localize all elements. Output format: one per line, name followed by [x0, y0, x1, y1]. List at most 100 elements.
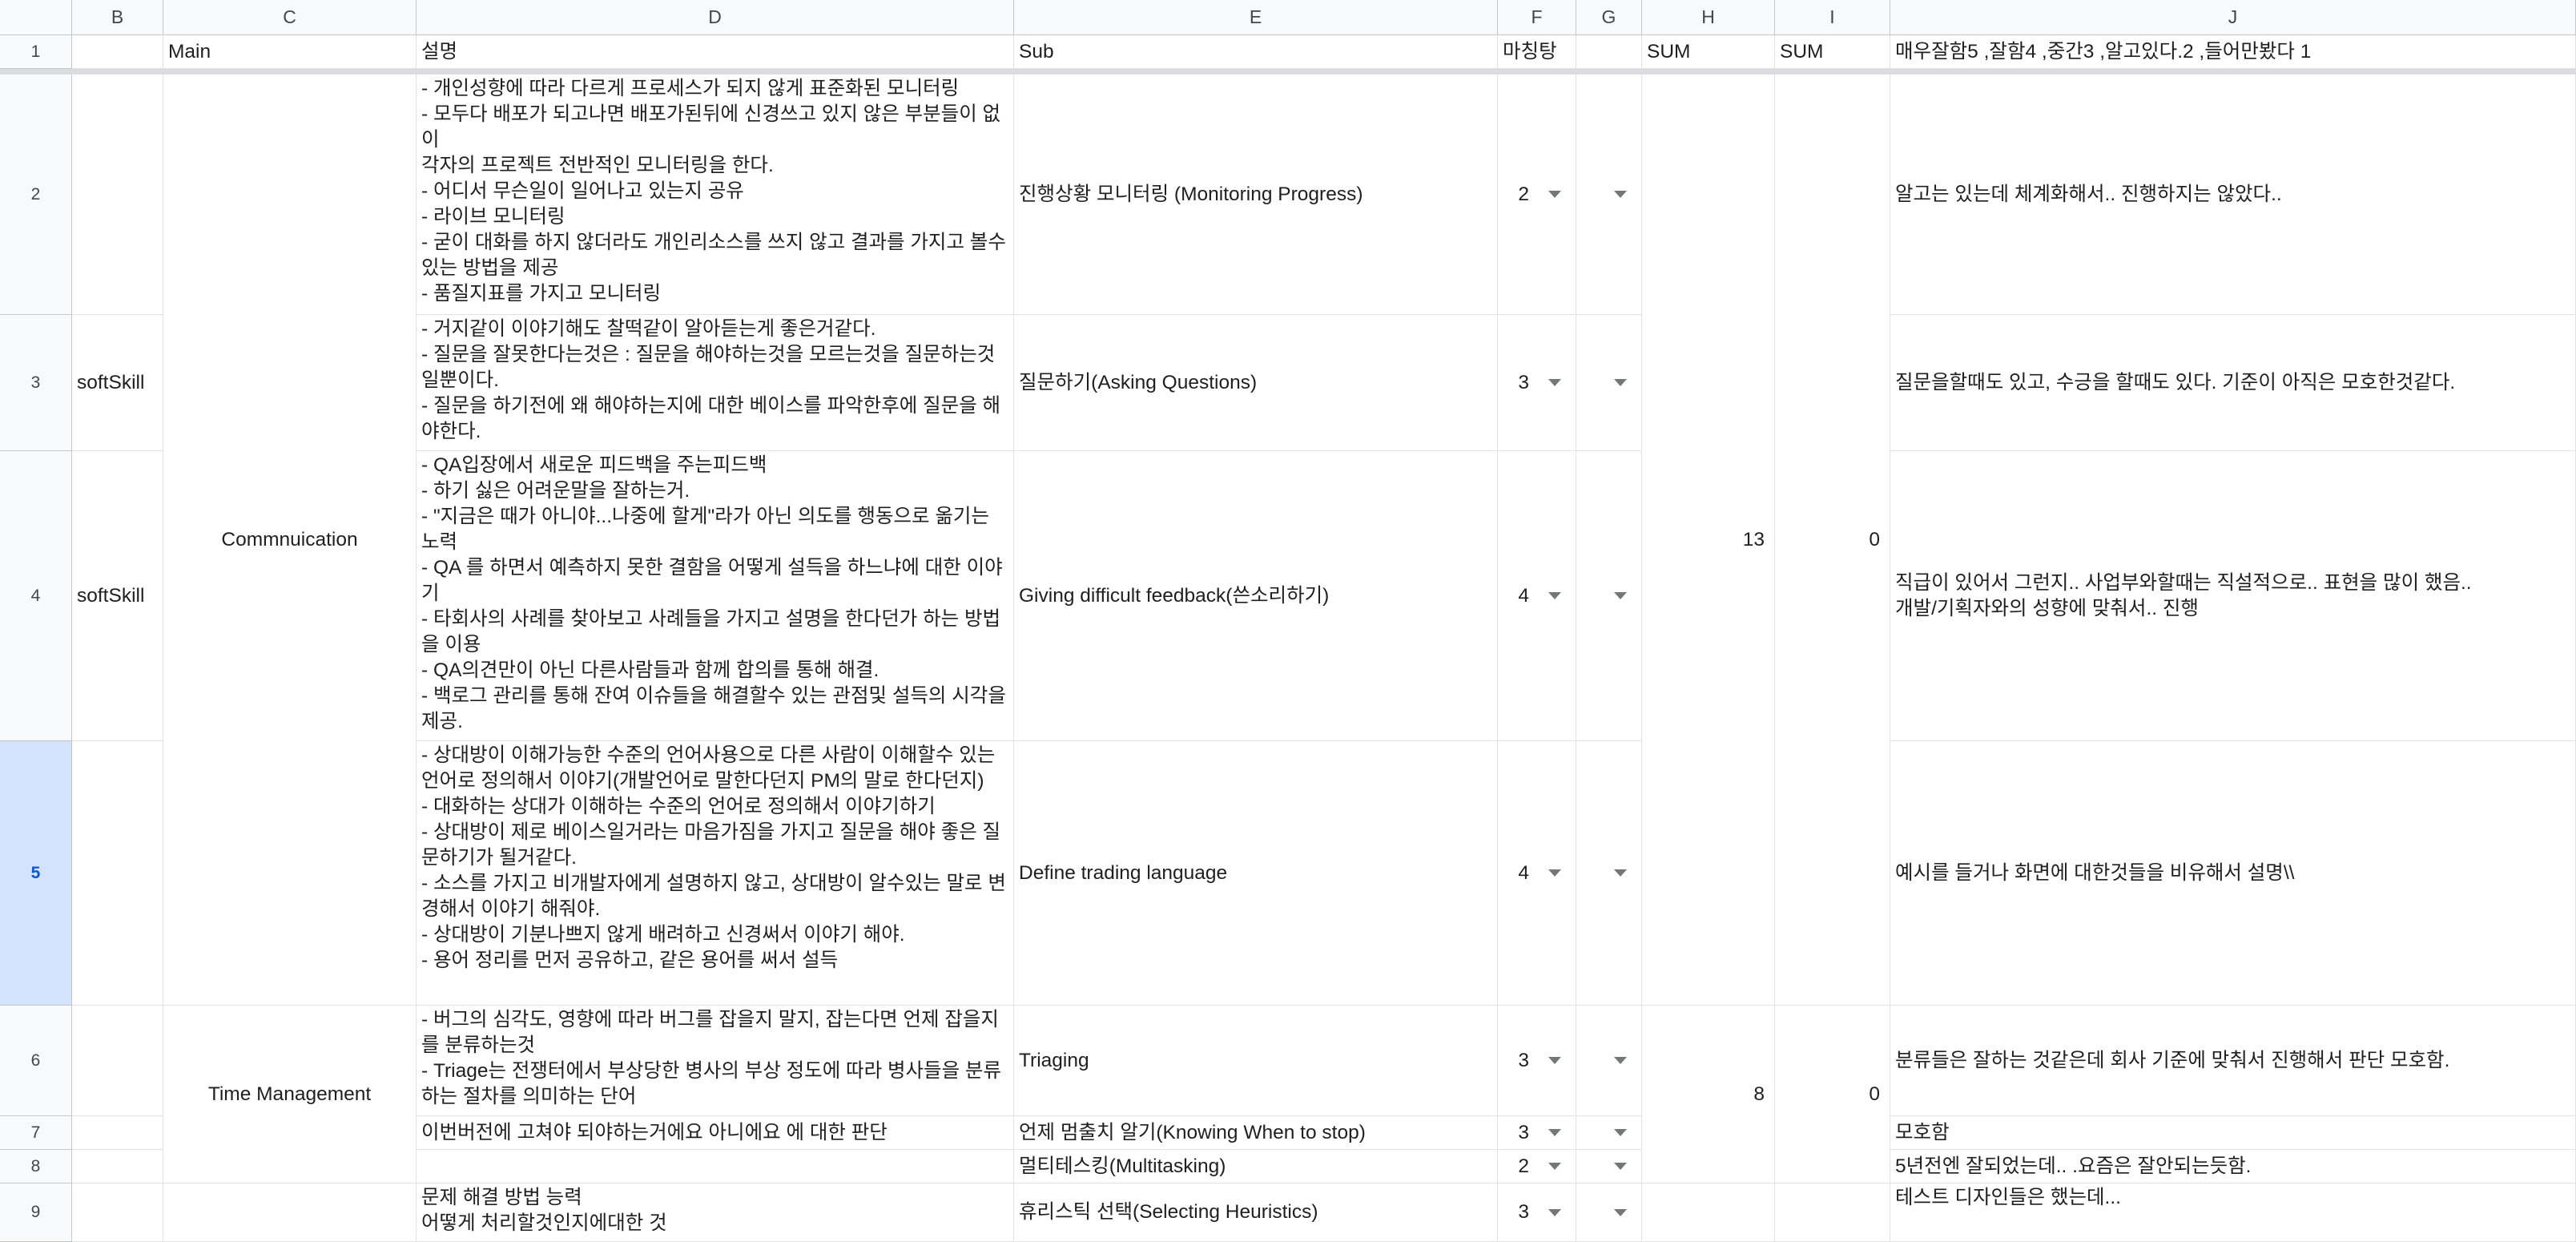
dropdown-arrow-icon[interactable]	[1614, 1129, 1627, 1136]
main-category-time-management[interactable]: Time Management	[163, 1006, 417, 1184]
g-dropdown[interactable]	[1576, 451, 1642, 741]
rating-dropdown[interactable]: 4	[1498, 741, 1576, 1006]
g-dropdown[interactable]	[1576, 1116, 1642, 1150]
cell-b2[interactable]	[72, 75, 163, 315]
cell-b6[interactable]	[72, 1006, 163, 1116]
header-sub[interactable]: Sub	[1014, 35, 1498, 69]
rating-dropdown[interactable]: 3	[1498, 315, 1576, 451]
dropdown-arrow-icon[interactable]	[1614, 592, 1627, 599]
comment-cell[interactable]: 테스트 디자인들은 했는데...	[1890, 1184, 2576, 1242]
comment-cell[interactable]: 질문을할때도 있고, 수긍을 할때도 있다. 기준이 아직은 모호한것같다.	[1890, 315, 2576, 451]
rating-dropdown[interactable]: 3	[1498, 1006, 1576, 1116]
dropdown-arrow-icon[interactable]	[1548, 1163, 1561, 1170]
sub-asking-questions[interactable]: 질문하기(Asking Questions)	[1014, 315, 1498, 451]
sub-multitasking[interactable]: 멀티테스킹(Multitasking)	[1014, 1150, 1498, 1184]
g-dropdown[interactable]	[1576, 1184, 1642, 1242]
header-sum-i[interactable]: SUM	[1775, 35, 1890, 69]
g-dropdown[interactable]	[1576, 1150, 1642, 1184]
sub-trading-language[interactable]: Define trading language	[1014, 741, 1498, 1006]
g-dropdown[interactable]	[1576, 75, 1642, 315]
row-header-7[interactable]: 7	[0, 1116, 72, 1150]
column-header-e[interactable]: E	[1014, 0, 1498, 35]
cell-d6[interactable]: - 버그의 심각도, 영향에 따라 버그를 잡을지 말지, 잡는다면 언제 잡을…	[417, 1006, 1014, 1116]
row-header-3[interactable]: 3	[0, 315, 72, 451]
g-dropdown[interactable]	[1576, 315, 1642, 451]
dropdown-arrow-icon[interactable]	[1614, 191, 1627, 198]
dropdown-arrow-icon[interactable]	[1548, 1208, 1561, 1216]
dropdown-arrow-icon[interactable]	[1614, 1057, 1627, 1064]
sum-communication-h[interactable]: 13	[1642, 75, 1775, 1006]
select-all-corner[interactable]	[0, 0, 72, 35]
cell-d7[interactable]: 이번버전에 고쳐야 되야하는거에요 아니에요 에 대한 판단	[417, 1116, 1014, 1150]
rating-dropdown[interactable]: 4	[1498, 451, 1576, 741]
header-main[interactable]: Main	[163, 35, 417, 69]
column-header-b[interactable]: B	[72, 0, 163, 35]
cell-b9[interactable]	[72, 1184, 163, 1242]
cell-b4[interactable]: softSkill	[72, 451, 163, 741]
column-header-d[interactable]: D	[417, 0, 1014, 35]
row-header-2[interactable]: 2	[0, 75, 72, 315]
sum-communication-i[interactable]: 0	[1775, 75, 1890, 1006]
column-header-h[interactable]: H	[1642, 0, 1775, 35]
row-header-6[interactable]: 6	[0, 1006, 72, 1116]
dropdown-arrow-icon[interactable]	[1548, 1057, 1561, 1064]
sum-time-management-i[interactable]: 0	[1775, 1006, 1890, 1184]
dropdown-arrow-icon[interactable]	[1614, 869, 1627, 877]
dropdown-arrow-icon[interactable]	[1614, 379, 1627, 386]
comment-cell[interactable]: 직급이 있어서 그런지.. 사업부와할때는 직설적으로.. 표현을 많이 했음.…	[1890, 451, 2576, 741]
sub-difficult-feedback[interactable]: Giving difficult feedback(쓴소리하기)	[1014, 451, 1498, 741]
column-header-f[interactable]: F	[1498, 0, 1576, 35]
comment-cell[interactable]: 알고는 있는데 체계화해서.. 진행하지는 않았다..	[1890, 75, 2576, 315]
cell-b1[interactable]	[72, 35, 163, 69]
rating-dropdown[interactable]: 2	[1498, 1150, 1576, 1184]
cell-d8[interactable]	[417, 1150, 1014, 1184]
cell-h9[interactable]	[1642, 1184, 1775, 1242]
sub-monitoring-progress[interactable]: 진행상황 모니터링 (Monitoring Progress)	[1014, 75, 1498, 315]
dropdown-arrow-icon[interactable]	[1548, 592, 1561, 599]
main-category-communication[interactable]: Commnuication	[163, 75, 417, 1006]
comment-cell[interactable]: 예시를 들거나 화면에 대한것들을 비유해서 설명\\	[1890, 741, 2576, 1006]
g-dropdown[interactable]	[1576, 741, 1642, 1006]
dropdown-arrow-icon[interactable]	[1548, 869, 1561, 877]
rating-dropdown[interactable]: 2	[1498, 75, 1576, 315]
header-rating[interactable]: 마칭탕	[1498, 35, 1576, 69]
cell-b5[interactable]	[72, 741, 163, 1006]
cell-d4[interactable]: - QA입장에서 새로운 피드백을 주는피드백 - 하기 싫은 어려운말을 잘하…	[417, 451, 1014, 741]
comment-cell[interactable]: 5년전엔 잘되었는데.. .요즘은 잘안되는듯함.	[1890, 1150, 2576, 1184]
cell-d5[interactable]: - 상대방이 이해가능한 수준의 언어사용으로 다른 사람이 이해할수 있는 언…	[417, 741, 1014, 1006]
row-header-8[interactable]: 8	[0, 1150, 72, 1184]
row-header-5[interactable]: 5	[0, 741, 72, 1006]
column-header-j[interactable]: J	[1890, 0, 2576, 35]
row-header-9[interactable]: 9	[0, 1184, 72, 1242]
row-header-4[interactable]: 4	[0, 451, 72, 741]
sub-selecting-heuristics[interactable]: 휴리스틱 선택(Selecting Heuristics)	[1014, 1184, 1498, 1242]
cell-d3[interactable]: - 거지같이 이야기해도 찰떡같이 알아듣는게 좋은거같다. - 질문을 잘못한…	[417, 315, 1014, 451]
header-description[interactable]: 설명	[417, 35, 1014, 69]
cell-d2[interactable]: - 개인성향에 따라 다르게 프로세스가 되지 않게 표준화된 모니터링 - 모…	[417, 75, 1014, 315]
comment-cell[interactable]: 모호함	[1890, 1116, 2576, 1150]
header-sum-h[interactable]: SUM	[1642, 35, 1775, 69]
sub-triaging[interactable]: Triaging	[1014, 1006, 1498, 1116]
cell-i9[interactable]	[1775, 1184, 1890, 1242]
dropdown-arrow-icon[interactable]	[1614, 1208, 1627, 1216]
frozen-row-divider[interactable]	[0, 69, 2576, 75]
rating-dropdown[interactable]: 3	[1498, 1184, 1576, 1242]
column-header-i[interactable]: I	[1775, 0, 1890, 35]
g-dropdown[interactable]	[1576, 1006, 1642, 1116]
cell-b7[interactable]	[72, 1116, 163, 1150]
row-header-1[interactable]: 1	[0, 35, 72, 69]
column-header-g[interactable]: G	[1576, 0, 1642, 35]
cell-g1[interactable]	[1576, 35, 1642, 69]
sub-knowing-when-to-stop[interactable]: 언제 멈출치 알기(Knowing When to stop)	[1014, 1116, 1498, 1150]
comment-cell[interactable]: 분류들은 잘하는 것같은데 회사 기준에 맞춰서 진행해서 판단 모호함.	[1890, 1006, 2576, 1116]
rating-dropdown[interactable]: 3	[1498, 1116, 1576, 1150]
dropdown-arrow-icon[interactable]	[1548, 191, 1561, 198]
column-header-c[interactable]: C	[163, 0, 417, 35]
cell-b8[interactable]	[72, 1150, 163, 1184]
cell-c9[interactable]	[163, 1184, 417, 1242]
cell-b3[interactable]: softSkill	[72, 315, 163, 451]
cell-d9[interactable]: 문제 해결 방법 능력 어떻게 처리할것인지에대한 것	[417, 1184, 1014, 1242]
header-scale[interactable]: 매우잘함5 ,잘함4 ,중간3 ,알고있다.2 ,들어만봤다 1	[1890, 35, 2576, 69]
dropdown-arrow-icon[interactable]	[1548, 1129, 1561, 1136]
dropdown-arrow-icon[interactable]	[1548, 379, 1561, 386]
